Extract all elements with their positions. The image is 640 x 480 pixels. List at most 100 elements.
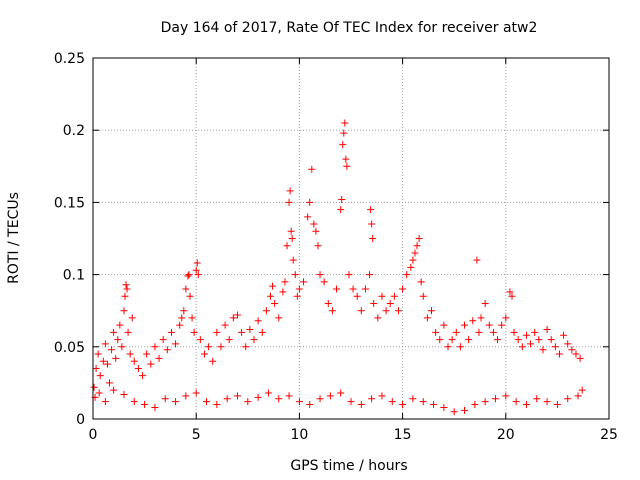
data-point: [531, 328, 539, 336]
data-point: [312, 227, 320, 235]
data-point: [343, 162, 351, 170]
data-point: [114, 336, 122, 344]
data-point: [229, 314, 237, 322]
data-point: [522, 331, 530, 339]
data-point: [151, 403, 159, 411]
data-point: [217, 343, 225, 351]
data-point: [333, 285, 341, 293]
data-point: [221, 321, 229, 329]
data-point: [461, 406, 469, 414]
data-point: [161, 395, 169, 403]
grid-lines: [93, 58, 609, 419]
data-point: [564, 395, 572, 403]
data-point: [368, 220, 376, 228]
data-point: [347, 398, 355, 406]
data-point: [337, 206, 345, 214]
chart-title: Day 164 of 2017, Rate Of TEC Index for r…: [161, 20, 538, 36]
data-point: [328, 307, 336, 315]
data-point: [203, 398, 211, 406]
data-point: [430, 401, 438, 409]
data-point: [448, 336, 456, 344]
data-point: [116, 321, 124, 329]
data-point: [223, 395, 231, 403]
data-point: [110, 386, 118, 394]
data-point: [275, 314, 283, 322]
data-point: [555, 350, 563, 358]
data-point: [167, 328, 175, 336]
y-tick-label: 0.15: [54, 195, 85, 211]
data-point: [244, 398, 252, 406]
data-point: [477, 314, 485, 322]
data-point: [419, 292, 427, 300]
x-tick-label: 10: [290, 427, 308, 443]
data-point: [382, 307, 390, 315]
data-point: [209, 357, 217, 365]
x-axis: 0 5 10 15 20 25: [89, 58, 618, 443]
data-point: [417, 278, 425, 286]
data-point: [293, 292, 301, 300]
data-point: [403, 271, 411, 279]
data-point: [185, 271, 193, 279]
data-point: [551, 343, 559, 351]
data-point: [163, 346, 171, 354]
data-point: [522, 401, 530, 409]
data-point: [368, 395, 376, 403]
data-point: [121, 292, 129, 300]
y-tick-label: 0.1: [63, 268, 85, 284]
data-point: [452, 328, 460, 336]
data-point: [510, 328, 518, 336]
data-point: [246, 325, 254, 333]
data-point: [411, 249, 419, 257]
data-point: [258, 328, 266, 336]
data-point: [108, 346, 116, 354]
data-point: [130, 357, 138, 365]
data-point: [190, 328, 198, 336]
data-point: [308, 165, 316, 173]
x-tick-label: 0: [89, 427, 98, 443]
data-point: [337, 389, 345, 397]
data-point: [238, 328, 246, 336]
data-point: [96, 372, 104, 380]
data-point: [481, 398, 489, 406]
data-point: [286, 187, 294, 195]
data-point: [423, 314, 431, 322]
data-point: [553, 401, 561, 409]
data-point: [498, 321, 506, 329]
data-point: [415, 235, 423, 242]
data-point: [120, 390, 128, 398]
data-point: [306, 198, 314, 206]
y-axis-label: ROTI / TECUs: [6, 192, 22, 284]
data-point: [473, 256, 481, 264]
data-point: [345, 271, 353, 279]
data-point: [326, 392, 334, 400]
data-point: [120, 307, 128, 315]
data-point: [139, 372, 147, 380]
data-point: [213, 328, 221, 336]
data-point: [271, 299, 279, 307]
data-point: [101, 340, 109, 348]
data-point: [419, 398, 427, 406]
data-point: [543, 325, 551, 333]
data-point: [112, 354, 120, 362]
data-point: [304, 213, 312, 221]
data-point: [527, 340, 535, 348]
data-point: [176, 321, 184, 329]
data-point: [465, 336, 473, 344]
data-point: [188, 314, 196, 322]
data-point: [172, 340, 180, 348]
data-point: [95, 389, 103, 397]
data-point: [151, 343, 159, 351]
data-point: [349, 285, 357, 293]
data-point: [147, 360, 155, 368]
data-point: [324, 299, 332, 307]
data-point: [143, 350, 151, 358]
data-point: [409, 395, 417, 403]
data-point: [491, 395, 499, 403]
y-tick-label: 0.05: [54, 340, 85, 356]
data-point: [194, 271, 202, 279]
data-point: [370, 299, 378, 307]
data-point: [386, 299, 394, 307]
data-point: [130, 398, 138, 406]
data-point: [285, 198, 293, 206]
